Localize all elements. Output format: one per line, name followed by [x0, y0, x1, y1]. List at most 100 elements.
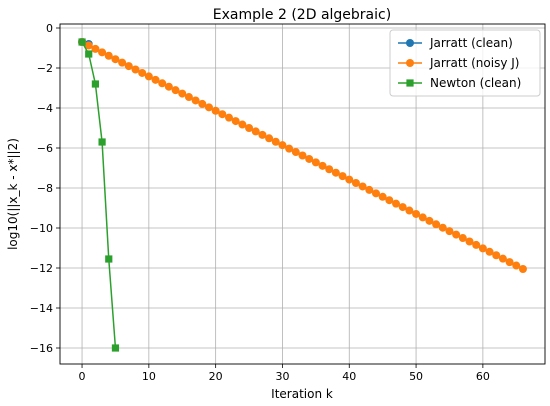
data-point	[184, 93, 193, 102]
data-point	[238, 120, 247, 129]
data-point	[98, 48, 107, 57]
y-tick-label: −2	[37, 62, 53, 75]
data-point	[351, 179, 360, 188]
x-tick-label: 30	[275, 370, 289, 383]
data-point	[218, 110, 227, 119]
legend-label: Newton (clean)	[430, 76, 521, 90]
x-axis: 0 10 20 30 40 50 60	[79, 364, 490, 383]
data-point	[164, 82, 173, 91]
chart-title: Example 2 (2D algebraic)	[213, 7, 391, 23]
x-tick-label: 60	[476, 370, 490, 383]
data-point	[104, 51, 113, 60]
data-point	[171, 86, 180, 95]
data-point	[258, 130, 267, 139]
data-point	[498, 254, 507, 263]
data-point	[278, 141, 287, 150]
data-point	[84, 41, 93, 50]
data-point	[438, 223, 447, 232]
data-point	[512, 261, 521, 270]
data-point	[231, 117, 240, 126]
data-point	[465, 237, 474, 246]
y-axis: 0 −2 −4 −6 −8 −10 −12 −14 −16	[30, 22, 60, 355]
y-tick-label: −10	[30, 222, 53, 235]
y-tick-label: −12	[30, 262, 53, 275]
legend-item: Newton (clean)	[398, 76, 521, 90]
data-point	[118, 58, 127, 67]
series-layer	[78, 38, 527, 352]
data-point	[412, 209, 421, 218]
data-point	[425, 216, 434, 225]
y-tick-label: −16	[30, 342, 53, 355]
legend-box	[389, 29, 541, 97]
legend: Jarratt (clean) Jarratt (noisy J) Newton (…	[389, 29, 541, 97]
data-point	[158, 79, 167, 88]
data-point	[405, 206, 414, 215]
data-point	[518, 265, 527, 273]
data-point	[492, 251, 501, 260]
data-point	[191, 96, 200, 105]
data-point	[204, 103, 213, 112]
data-point	[271, 137, 280, 146]
x-tick-label: 50	[409, 370, 423, 383]
data-point	[398, 203, 407, 212]
data-point	[91, 80, 100, 88]
data-point	[105, 255, 113, 263]
x-tick-label: 10	[142, 370, 156, 383]
data-point	[291, 148, 300, 157]
data-point	[124, 62, 133, 71]
data-point	[392, 199, 401, 208]
data-point	[478, 244, 487, 253]
x-tick-label: 20	[209, 370, 223, 383]
data-point	[385, 196, 394, 205]
data-point	[325, 165, 334, 174]
y-tick-label: −8	[37, 182, 53, 195]
data-point	[178, 89, 187, 98]
data-point	[406, 59, 414, 67]
data-point	[85, 50, 93, 58]
data-point	[318, 161, 327, 170]
series-2	[78, 38, 527, 273]
data-point	[285, 144, 294, 153]
data-point	[198, 99, 207, 108]
series-3	[78, 38, 120, 352]
data-point	[345, 175, 354, 184]
x-tick-label: 0	[79, 370, 86, 383]
data-point	[251, 127, 260, 136]
y-axis-label: log10(||x_k - x*||2)	[6, 138, 20, 250]
data-point	[445, 227, 454, 236]
data-point	[406, 79, 414, 87]
data-point	[338, 172, 347, 181]
plot-frame	[59, 23, 546, 365]
legend-label: Jarratt (clean)	[429, 36, 513, 50]
legend-label: Jarratt (noisy J)	[429, 56, 519, 70]
data-point	[458, 234, 467, 243]
data-point	[131, 65, 140, 74]
data-point	[406, 39, 414, 47]
y-tick-label: −6	[37, 142, 53, 155]
y-tick-label: 0	[46, 22, 53, 35]
data-point	[144, 72, 153, 81]
data-point	[245, 123, 254, 132]
data-point	[432, 220, 441, 229]
data-point	[452, 230, 461, 239]
data-point	[378, 192, 387, 201]
data-point	[358, 182, 367, 191]
data-point	[505, 258, 514, 267]
data-point	[78, 38, 86, 46]
data-point	[418, 213, 427, 222]
data-point	[225, 113, 234, 122]
y-tick-label: −4	[37, 102, 53, 115]
data-point	[305, 154, 314, 163]
grid	[60, 24, 545, 364]
data-point	[91, 44, 100, 53]
data-point	[151, 75, 160, 84]
data-point	[331, 168, 340, 177]
data-point	[311, 158, 320, 167]
data-point	[472, 240, 481, 249]
data-point	[111, 344, 120, 352]
x-axis-label: Iteration k	[271, 387, 333, 401]
data-point	[371, 189, 380, 198]
data-point	[111, 55, 120, 64]
legend-item: Jarratt (clean)	[398, 36, 513, 50]
